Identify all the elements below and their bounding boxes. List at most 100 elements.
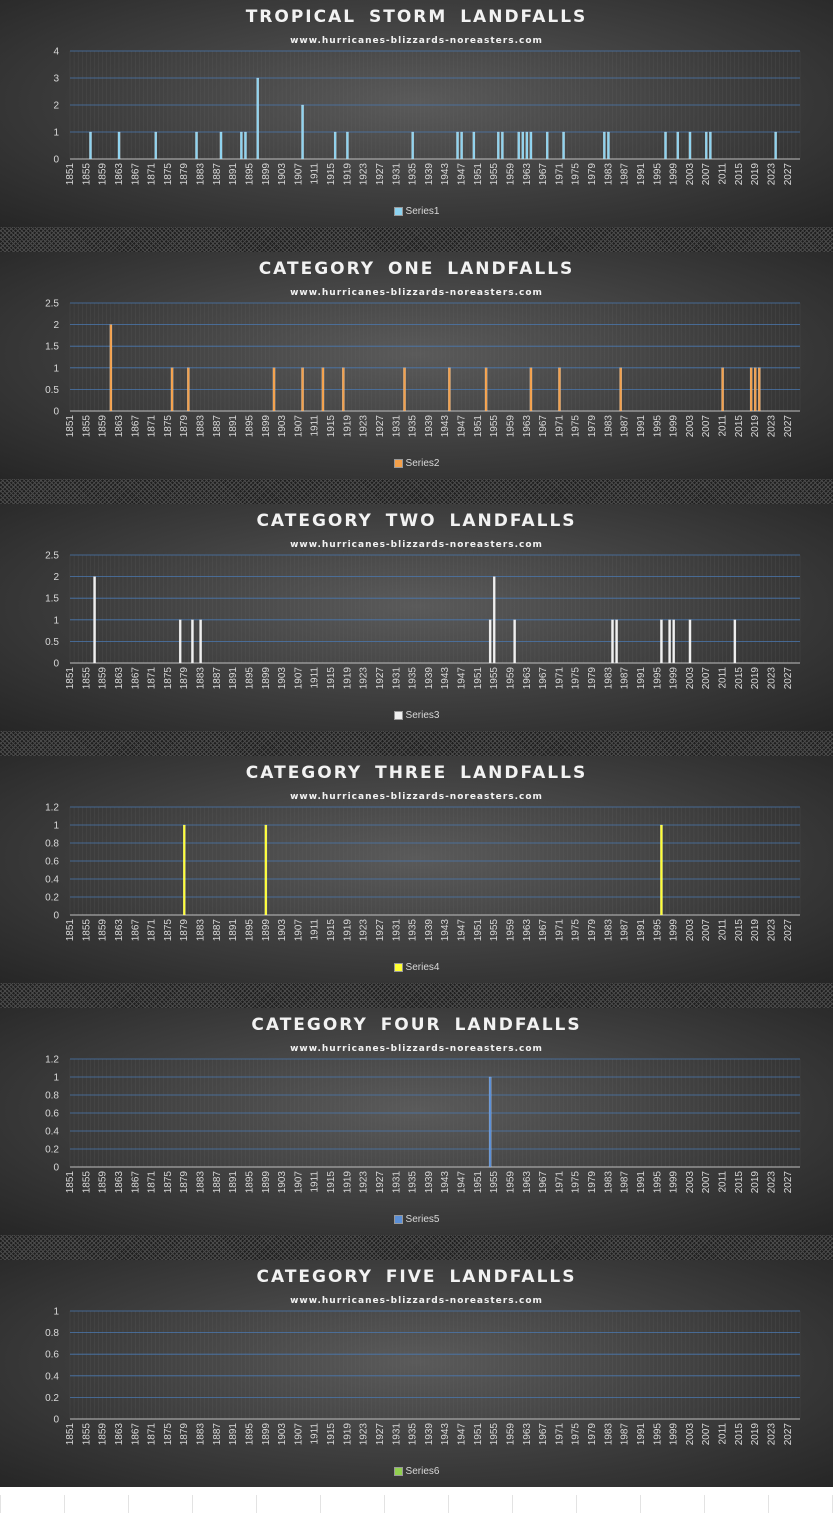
x-tick-label: 1867 bbox=[130, 163, 141, 186]
x-tick-label: 1975 bbox=[571, 1423, 582, 1446]
footer-cell bbox=[256, 1495, 257, 1513]
x-tick-label: 1851 bbox=[65, 667, 76, 690]
chart-legend: Series1 bbox=[0, 206, 833, 217]
chart-plot-area: 0 0.5 1 1.5 2 2.5 1851 1855 1859 1863 1867 1871 1875… bbox=[45, 551, 801, 690]
x-tick-label: 1991 bbox=[636, 667, 647, 690]
bar bbox=[603, 131, 606, 160]
x-tick-label: 1943 bbox=[440, 415, 451, 438]
bar bbox=[774, 131, 777, 160]
x-tick-label: 2003 bbox=[685, 919, 696, 942]
y-tick-label: 1 bbox=[53, 128, 59, 139]
x-tick-label: 1975 bbox=[571, 415, 582, 438]
bar bbox=[460, 131, 463, 160]
x-tick-label: 1915 bbox=[326, 1423, 337, 1446]
x-tick-label: 1987 bbox=[620, 415, 631, 438]
x-tick-label: 1931 bbox=[391, 163, 402, 186]
bar bbox=[117, 131, 121, 160]
bar bbox=[501, 131, 504, 160]
x-tick-label: 1959 bbox=[505, 415, 516, 438]
footer-cell bbox=[448, 1495, 449, 1513]
x-tick-label: 1975 bbox=[571, 667, 582, 690]
bar bbox=[660, 619, 663, 664]
x-tick-label: 1891 bbox=[228, 667, 239, 690]
x-tick-label: 1883 bbox=[196, 163, 207, 186]
x-tick-label: 1943 bbox=[440, 163, 451, 186]
bar bbox=[525, 131, 529, 160]
bar bbox=[178, 619, 182, 664]
x-tick-label: 2007 bbox=[701, 163, 712, 186]
x-tick-label: 1987 bbox=[620, 1423, 631, 1446]
bar bbox=[488, 1076, 492, 1168]
x-tick-label: 1867 bbox=[130, 1423, 141, 1446]
x-tick-label: 1859 bbox=[98, 163, 109, 186]
x-tick-label: 1895 bbox=[244, 1423, 255, 1446]
y-tick-label: 0 bbox=[53, 1415, 59, 1426]
x-tick-label: 1903 bbox=[277, 1423, 288, 1446]
chart-title: CATEGORY FOUR LANDFALLS bbox=[251, 1015, 582, 1035]
bar bbox=[187, 367, 190, 412]
x-tick-label: 1939 bbox=[424, 415, 435, 438]
x-tick-label: 1955 bbox=[489, 163, 500, 186]
x-tick-label: 1939 bbox=[424, 667, 435, 690]
x-tick-label: 1995 bbox=[652, 919, 663, 942]
y-tick-label: 0.6 bbox=[45, 1109, 59, 1120]
x-tick-label: 1875 bbox=[163, 163, 174, 186]
x-tick-label: 1883 bbox=[196, 1171, 207, 1194]
x-tick-label: 1915 bbox=[326, 667, 337, 690]
bar bbox=[448, 367, 451, 412]
x-tick-label: 1855 bbox=[81, 919, 92, 942]
legend-swatch bbox=[393, 710, 403, 720]
chart-plot-area: 0 0.2 0.4 0.6 0.8 1 1851 1855 1859 1863 1867 1871 18… bbox=[45, 1307, 801, 1446]
x-tick-label: 2027 bbox=[783, 163, 794, 186]
x-tick-label: 1919 bbox=[342, 1171, 353, 1194]
chart-title: CATEGORY FIVE LANDFALLS bbox=[256, 1267, 577, 1287]
chart-separator bbox=[0, 227, 833, 252]
x-tick-label: 1919 bbox=[342, 919, 353, 942]
x-tick-label: 1903 bbox=[277, 1171, 288, 1194]
footer-cell bbox=[64, 1495, 65, 1513]
bar bbox=[753, 367, 757, 412]
x-tick-label: 1935 bbox=[408, 1423, 419, 1446]
chart-legend: Series5 bbox=[0, 1214, 833, 1225]
x-tick-label: 1983 bbox=[603, 163, 614, 186]
y-tick-label: 0.4 bbox=[45, 875, 59, 886]
x-tick-label: 1947 bbox=[457, 667, 468, 690]
x-tick-label: 1871 bbox=[147, 667, 158, 690]
x-tick-label: 1967 bbox=[538, 163, 549, 186]
x-tick-label: 2019 bbox=[750, 1423, 761, 1446]
x-tick-label: 1971 bbox=[554, 1423, 565, 1446]
x-tick-label: 1983 bbox=[603, 667, 614, 690]
x-tick-label: 1971 bbox=[554, 667, 565, 690]
x-tick-label: 1899 bbox=[261, 1171, 272, 1194]
bar bbox=[109, 324, 113, 412]
x-tick-label: 1863 bbox=[114, 163, 125, 186]
chart-panel: CATEGORY TWO LANDFALLS www.hurricanes-bli… bbox=[0, 504, 833, 731]
legend-swatch bbox=[393, 1466, 403, 1476]
x-tick-label: 1863 bbox=[114, 1171, 125, 1194]
bar bbox=[403, 367, 406, 412]
x-tick-label: 1887 bbox=[212, 667, 223, 690]
x-tick-label: 1867 bbox=[130, 919, 141, 942]
x-tick-label: 1955 bbox=[489, 1171, 500, 1194]
x-tick-label: 1879 bbox=[179, 919, 190, 942]
x-tick-label: 1963 bbox=[522, 667, 533, 690]
x-tick-label: 1931 bbox=[391, 1171, 402, 1194]
bar bbox=[492, 576, 496, 664]
x-tick-label: 2003 bbox=[685, 415, 696, 438]
x-tick-label: 1967 bbox=[538, 919, 549, 942]
chart-panel: CATEGORY FOUR LANDFALLS www.hurricanes-bl… bbox=[0, 1008, 833, 1235]
x-tick-label: 2027 bbox=[783, 415, 794, 438]
x-tick-label: 1899 bbox=[261, 163, 272, 186]
x-tick-label: 1939 bbox=[424, 1423, 435, 1446]
x-tick-label: 1939 bbox=[424, 163, 435, 186]
bar bbox=[688, 619, 692, 664]
chart-plot-area: 0 0.5 1 1.5 2 2.5 1851 1855 1859 1863 1867 1871 1875… bbox=[45, 299, 801, 438]
x-tick-label: 1883 bbox=[196, 919, 207, 942]
chart-separator bbox=[0, 479, 833, 504]
x-tick-label: 1871 bbox=[147, 163, 158, 186]
bar bbox=[154, 131, 157, 160]
x-tick-label: 1899 bbox=[261, 1423, 272, 1446]
x-tick-label: 1979 bbox=[587, 1171, 598, 1194]
x-tick-label: 1863 bbox=[114, 415, 125, 438]
x-tick-label: 1907 bbox=[293, 1423, 304, 1446]
